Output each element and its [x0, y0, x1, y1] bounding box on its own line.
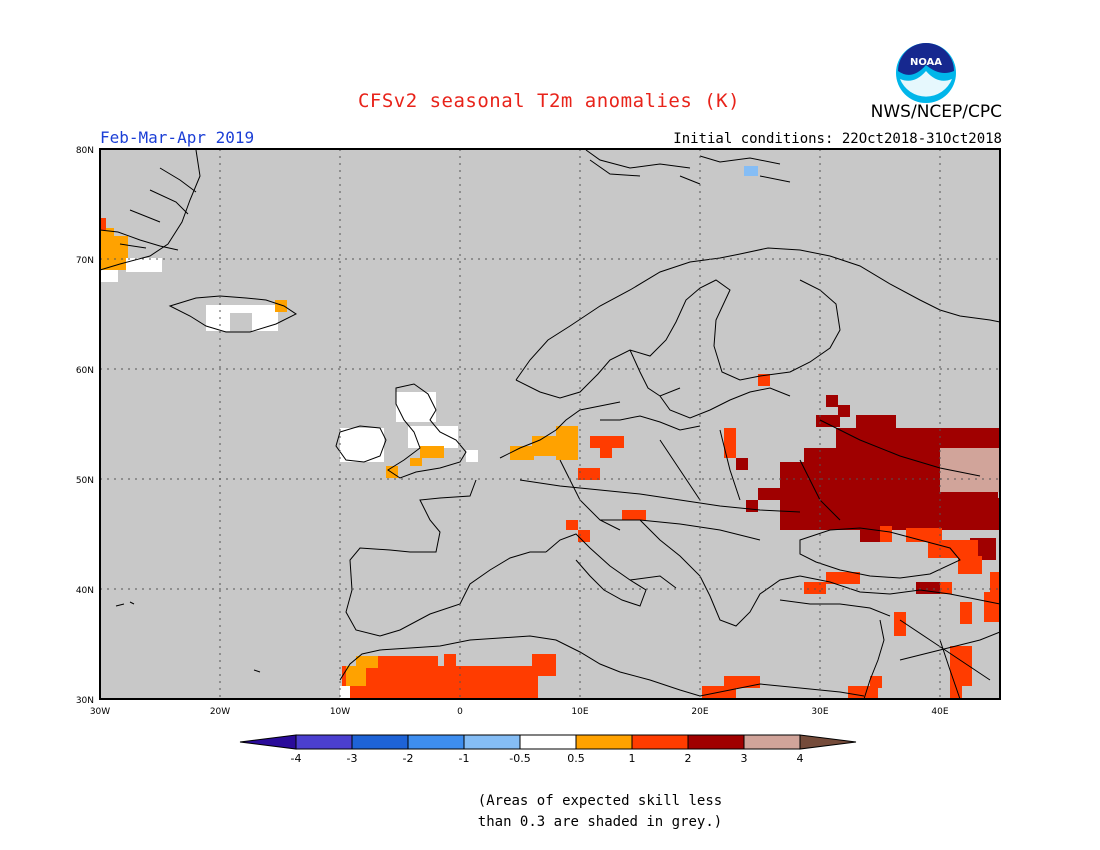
- lon-label: 30E: [811, 707, 828, 717]
- lon-axis: 30W 20W 10W 0 10E 20E 30E 40E: [90, 707, 949, 717]
- lat-axis: 80N 70N 60N 50N 40N 30N: [76, 146, 94, 706]
- lon-label: 10E: [571, 707, 588, 717]
- colorbar-tick-label: 1: [629, 752, 636, 765]
- colorbar: -4 -3 -2 -1 -0.5 0.5 1 2 3 4: [239, 734, 857, 765]
- footnote-line-2: than 0.3 are shaded in grey.): [477, 814, 723, 830]
- noaa-logo: NOAA: [896, 43, 956, 103]
- colorbar-arrow-high: [799, 734, 857, 750]
- lat-label: 80N: [76, 146, 94, 156]
- middle-east-anomaly: [804, 572, 1000, 699]
- colorbar-arrow-low: [239, 734, 297, 750]
- colorbar-tick-label: 4: [797, 752, 804, 765]
- colorbar-tick-label: 0.5: [567, 752, 585, 765]
- greenland-anomaly: [100, 218, 162, 282]
- colorbar-bin: [631, 734, 689, 750]
- colorbar-tick-label: 2: [685, 752, 692, 765]
- central-europe-anomaly: [566, 374, 770, 542]
- lat-label: 60N: [76, 366, 94, 376]
- lon-label: 30W: [90, 707, 110, 717]
- colorbar-bin: [295, 734, 353, 750]
- no-skill-background: [100, 149, 1000, 699]
- initial-conditions: Initial conditions: 22Oct2018-31Oct2018: [673, 131, 1002, 147]
- lon-label: 10W: [330, 707, 350, 717]
- colorbar-tick-label: -0.5: [509, 752, 530, 765]
- lat-label: 40N: [76, 586, 94, 596]
- lon-label: 20W: [210, 707, 230, 717]
- anomaly-shading: [100, 166, 1000, 699]
- map-frame: [99, 148, 1001, 700]
- colorbar-bin: [743, 734, 801, 750]
- organization-label: NWS/NCEP/CPC: [870, 102, 1002, 122]
- svalbard-anomaly: [744, 166, 758, 176]
- forecast-period: Feb-Mar-Apr 2019: [100, 128, 255, 147]
- coastlines: [99, 149, 1001, 700]
- colorbar-bin: [407, 734, 465, 750]
- lat-label: 50N: [76, 476, 94, 486]
- colorbar-bin: [687, 734, 745, 750]
- colorbar-tick-label: 3: [741, 752, 748, 765]
- colorbar-bin: [575, 734, 633, 750]
- colorbar-bin: [519, 734, 577, 750]
- north-africa-anomaly: [340, 654, 760, 699]
- british-isles-anomaly: [340, 392, 478, 478]
- colorbar-tick-label: -3: [347, 752, 358, 765]
- colorbar-tick-label: -1: [459, 752, 470, 765]
- noaa-logo-text: NOAA: [910, 57, 942, 68]
- chart-title: CFSv2 seasonal T2m anomalies (K): [357, 90, 741, 112]
- lon-label: 0: [457, 707, 463, 717]
- graticule: [100, 149, 1000, 699]
- colorbar-bin: [463, 734, 521, 750]
- lat-label: 30N: [76, 696, 94, 706]
- lon-label: 20E: [691, 707, 708, 717]
- lon-label: 40E: [931, 707, 948, 717]
- colorbar-bin: [351, 734, 409, 750]
- skill-footnote: (Areas of expected skill less than 0.3 a…: [0, 791, 1100, 833]
- lat-label: 70N: [76, 256, 94, 266]
- colorbar-tick-label: -4: [291, 752, 302, 765]
- colorbar-tick-label: -2: [403, 752, 414, 765]
- footnote-line-1: (Areas of expected skill less: [477, 793, 723, 809]
